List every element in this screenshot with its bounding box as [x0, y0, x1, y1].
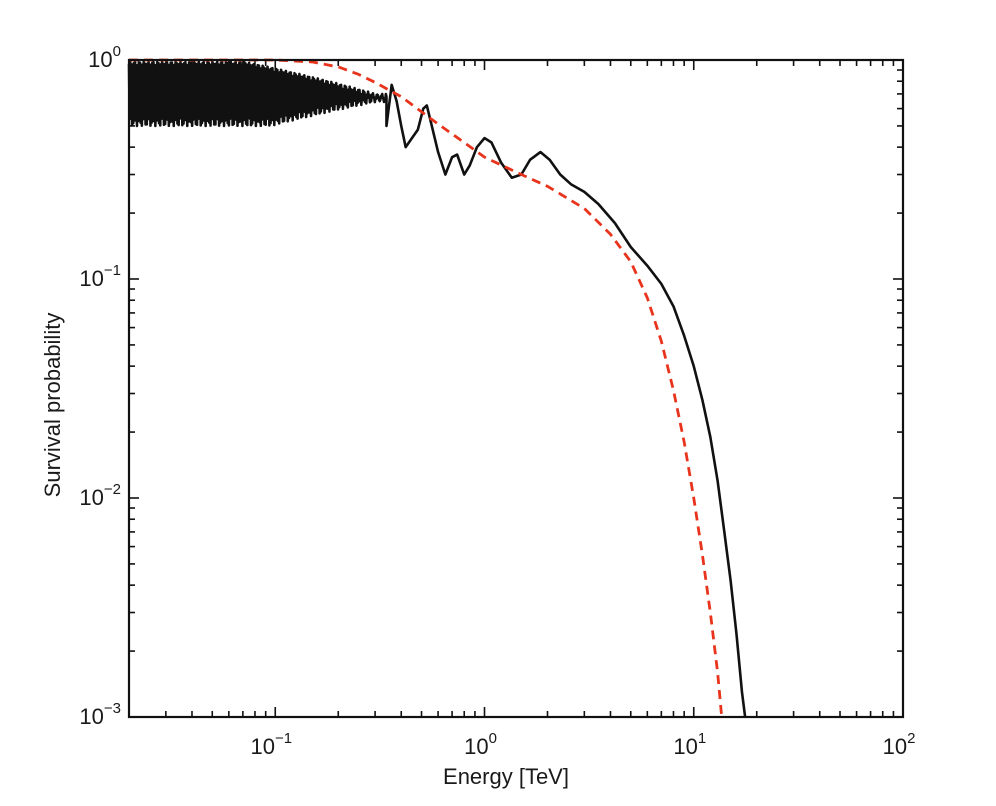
plot-frame — [127, 58, 905, 719]
y-tick-label: 10−1 — [79, 262, 121, 291]
x-tick-label: 100 — [464, 730, 497, 759]
axis-ticks — [128, 60, 903, 718]
x-tick-label: 101 — [673, 730, 706, 759]
x-tick-label: 10−1 — [250, 730, 292, 759]
y-tick-label: 100 — [88, 43, 121, 72]
x-tick-label: 102 — [883, 730, 916, 759]
y-axis-title: Survival probability — [40, 313, 65, 498]
y-tick-label: 10−2 — [79, 481, 121, 510]
tick-labels: 10−1 100 101 102 10−3 10−2 10−1 100 — [79, 43, 915, 759]
x-axis-title: Energy [TeV] — [443, 764, 569, 789]
series-line-oscillating — [127, 60, 747, 718]
y-tick-label: 10−3 — [79, 700, 121, 729]
plot-series — [127, 58, 747, 718]
series-line-average — [129, 58, 724, 718]
